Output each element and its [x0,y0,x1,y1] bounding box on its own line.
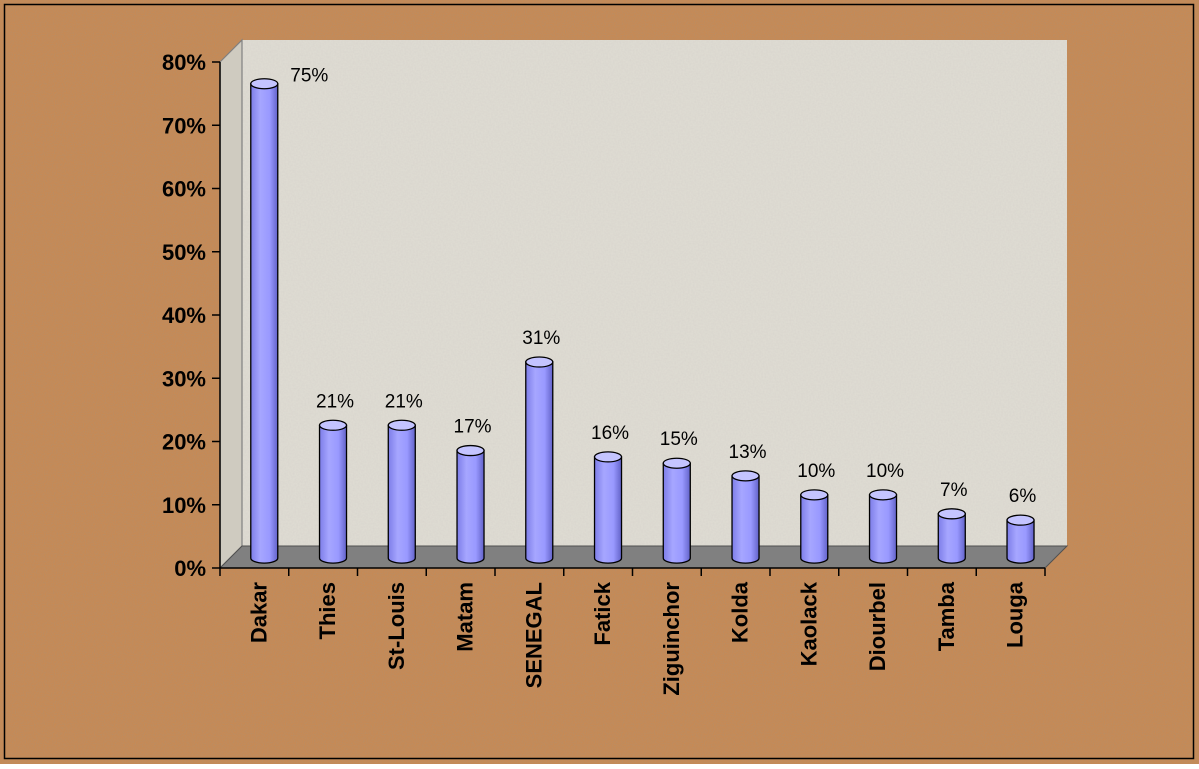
x-tick-label: Fatick [590,581,615,645]
bar-top [937,508,966,520]
data-label: 75% [290,66,328,87]
bar-body [250,83,279,564]
bar-body [525,361,554,564]
data-label: 16% [591,423,629,444]
bar-fatick [593,451,623,564]
bar-top [250,78,279,90]
bar-st-louis [387,419,416,564]
bar-dakar [250,78,279,564]
data-label: 10% [797,461,835,482]
bar-louga [1006,514,1035,564]
bar-senegal [525,356,554,564]
bar-kaolack [800,489,829,564]
data-label: 13% [729,442,767,463]
data-label: 6% [1009,486,1037,507]
bar-kolda [731,470,760,564]
bar-top [800,489,829,501]
x-axis: Dakar Thies St-Louis Matam SENEGAL Fatick Zigu… [219,567,1046,696]
bar-top [662,457,691,469]
chart-frame [3,3,1195,760]
bar-body [868,494,898,564]
bar-top [1006,514,1035,526]
x-tick-label: Kolda [728,581,753,643]
y-tick-label: 20% [162,430,206,455]
bar-top [593,451,623,463]
data-label: 7% [940,480,968,501]
plot-area [218,38,1069,570]
data-label: 31% [522,328,560,349]
bar-top [525,356,554,368]
bar-body [800,494,829,564]
bar-diourbel [868,489,898,564]
bar-body [662,462,691,564]
y-tick-label: 30% [162,366,206,391]
y-tick-label: 60% [162,177,206,202]
bar-matam [456,444,485,564]
y-tick-label: 70% [162,113,206,138]
bar-tamba [937,508,966,564]
bar-body [593,456,623,564]
data-label: 10% [866,461,904,482]
y-tick-label: 50% [162,240,206,265]
bar-body [456,449,485,564]
data-label: 17% [454,417,492,438]
data-labels: 75% 21% 21% 17% 31% 16% 15% 13% 10% 10% 7% 6% [290,66,1036,507]
bar-body [937,513,966,564]
y-tick-label: 10% [162,493,206,518]
data-label: 21% [385,391,423,412]
x-tick-label: St-Louis [384,582,409,670]
y-tick-label: 0% [174,556,206,581]
x-tick-label: Thies [315,582,340,639]
bar-body [318,424,348,564]
bar-body [1006,519,1035,564]
bar-top [731,470,760,482]
x-tick-label: Diourbel [865,582,890,671]
x-tick-label: Dakar [246,582,271,644]
data-label: 15% [660,429,698,450]
data-label: 21% [316,391,354,412]
bars [250,78,1035,564]
y-tick-label: 40% [162,303,206,328]
x-tick-label: Matam [453,582,478,652]
y-tick-label: 80% [162,50,206,75]
bar-top [318,419,348,431]
bar-ziguinchor [662,457,691,564]
x-tick-label: Tamba [934,581,959,651]
x-tick-label: Kaolack [796,581,821,666]
plot-back-wall [241,39,1068,547]
plot-side-wall [219,38,243,570]
bar-body [731,475,760,564]
bar-thies [318,419,348,564]
x-tick-label: SENEGAL [521,582,546,688]
x-tick-label: Louga [1003,581,1028,648]
bar-body [387,424,416,564]
x-tick-label: Ziguinchor [659,582,684,696]
bar-top [456,444,485,457]
y-axis: 0% 10% 20% 30% 40% 50% 60% 70% 80% [162,50,221,581]
bar-top [387,419,416,431]
bar-top [868,489,898,501]
